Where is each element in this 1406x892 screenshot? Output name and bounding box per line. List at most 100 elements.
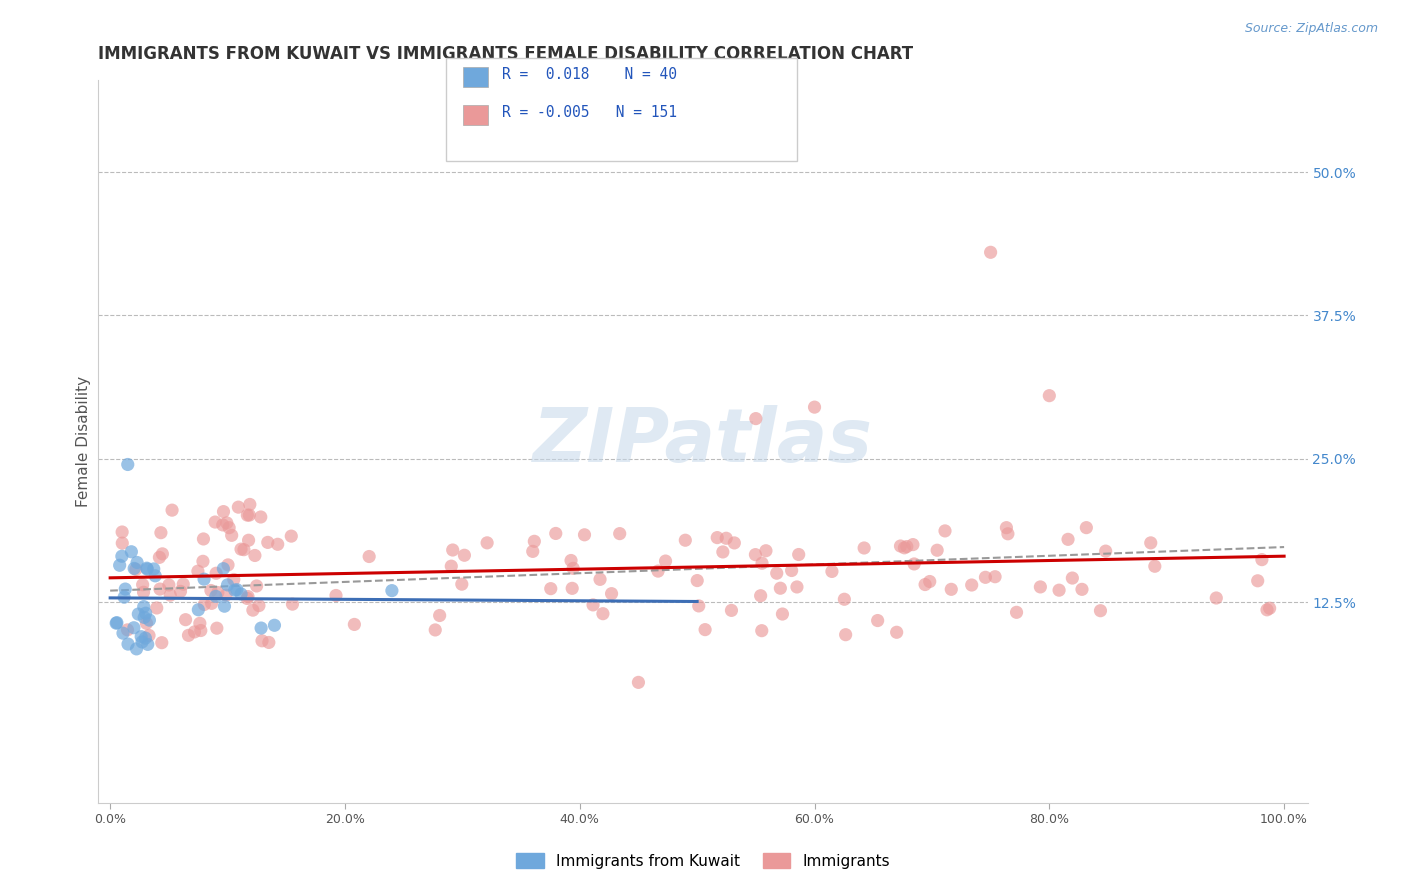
Point [160,503,183,517]
Point [243,549,266,563]
Point [450,577,472,591]
Point [131,577,153,591]
Point [105,616,128,631]
Point [134,610,156,624]
Point [145,601,167,615]
Point [359,549,381,564]
Legend: Immigrants from Kuwait, Immigrants: Immigrants from Kuwait, Immigrants [510,847,896,875]
Point [1062,571,1084,585]
Point [523,534,546,549]
Point [780,564,803,578]
Point [886,625,908,640]
Point [149,582,172,596]
Point [425,623,447,637]
Point [647,564,669,578]
Point [229,542,252,557]
Point [786,580,808,594]
Point [654,554,676,568]
Point [1090,604,1112,618]
Point [834,628,856,642]
Point [111,524,134,539]
Point [200,583,222,598]
Point [592,607,614,621]
Point [1038,389,1060,403]
Point [127,607,149,621]
Point [105,615,128,630]
Point [188,616,211,631]
Point [187,603,209,617]
Text: Source: ZipAtlas.com: Source: ZipAtlas.com [1244,22,1378,36]
Point [853,541,876,555]
Point [686,574,709,588]
Point [974,570,997,584]
Point [600,587,623,601]
Point [159,588,181,602]
Point [281,597,304,611]
Point [246,579,269,593]
Point [117,637,139,651]
Point [560,553,582,567]
Point [256,535,278,549]
Point [706,531,728,545]
Point [229,587,252,601]
Point [228,500,250,515]
Point [1057,533,1080,547]
Point [693,623,716,637]
Point [475,536,498,550]
Point [901,538,924,552]
Point [143,569,166,583]
Point [889,539,911,553]
Point [214,599,236,614]
Point [544,526,567,541]
Point [562,561,585,575]
Point [866,614,889,628]
Point [212,561,235,575]
Point [745,411,768,425]
Point [236,508,259,523]
Point [540,582,562,596]
Point [453,548,475,562]
Point [325,589,347,603]
Point [225,582,247,597]
Point [821,565,844,579]
Point [589,573,612,587]
Point [222,573,245,587]
Point [122,621,145,635]
Point [673,533,696,548]
Point [191,554,214,568]
Point [755,543,778,558]
Point [111,626,134,640]
Point [441,543,464,558]
Point [215,588,238,602]
Point [914,577,936,591]
Point [135,561,157,575]
Point [997,526,1019,541]
Point [238,508,260,522]
Point [1029,580,1052,594]
Point [1071,582,1094,597]
Point [149,525,172,540]
Point [217,578,239,592]
Point [183,624,205,639]
Point [1251,552,1274,566]
Point [108,558,131,573]
Point [522,544,544,558]
Point [688,599,710,613]
Point [190,624,212,638]
Point [1256,603,1278,617]
Point [111,549,134,564]
Point [112,590,135,604]
Point [215,516,238,530]
Point [751,556,773,570]
Point [125,641,148,656]
Point [574,528,596,542]
Point [135,606,157,620]
Text: IMMIGRANTS FROM KUWAIT VS IMMIGRANTS FEMALE DISABILITY CORRELATION CHART: IMMIGRANTS FROM KUWAIT VS IMMIGRANTS FEM… [98,45,914,63]
Point [250,621,273,635]
Point [263,618,285,632]
Point [249,510,271,524]
Text: R =  0.018    N = 40: R = 0.018 N = 40 [502,67,676,82]
Point [770,607,793,621]
Point [984,570,1007,584]
Point [927,543,949,558]
